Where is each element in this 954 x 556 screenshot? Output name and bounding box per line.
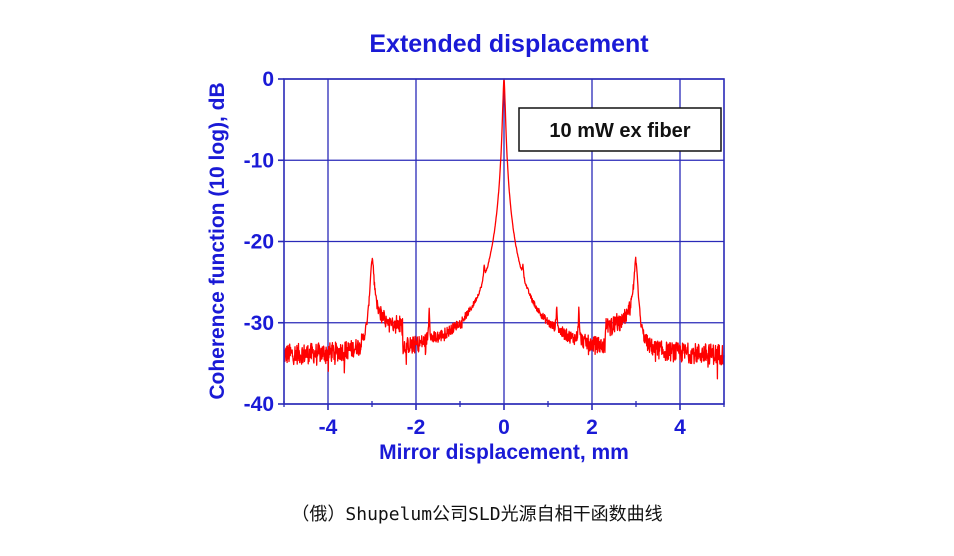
x-tick-label: 0 — [498, 416, 510, 439]
y-tick-label: 0 — [262, 68, 274, 91]
x-tick-label: -4 — [319, 416, 338, 439]
y-tick-label: -40 — [244, 393, 274, 416]
legend-box — [518, 107, 722, 152]
y-tick-labels: 0 -10 -20 -30 -40 — [244, 68, 274, 416]
x-tick-labels: -4 -2 0 2 4 — [319, 416, 687, 439]
chart-title: Extended displacement — [369, 30, 649, 58]
legend-entry: 10 mW ex fiber — [549, 120, 690, 142]
x-tick-label: 4 — [674, 416, 686, 439]
y-tick-label: -20 — [244, 231, 274, 254]
legend: 10 mW ex fiber — [518, 107, 722, 152]
y-axis-label: Coherence function (10 log), dB — [206, 82, 229, 399]
x-tick-label: -2 — [407, 416, 426, 439]
axes — [278, 78, 725, 410]
y-tick-label: -10 — [244, 149, 274, 172]
figure-caption: （俄）Shupelum公司SLD光源自相干函数曲线 — [291, 504, 663, 525]
x-tick-label: 2 — [586, 416, 598, 439]
x-axis-label: Mirror displacement, mm — [379, 441, 629, 464]
y-tick-label: -30 — [244, 312, 274, 335]
